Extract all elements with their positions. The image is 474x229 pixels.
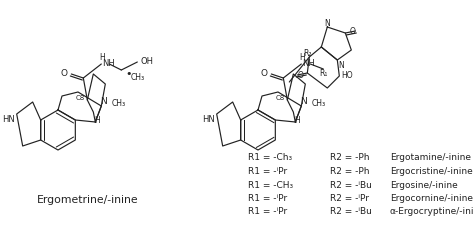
Text: R1 = -ⁱPr: R1 = -ⁱPr: [248, 194, 287, 203]
Text: O: O: [349, 27, 355, 35]
Text: HN: HN: [2, 115, 15, 125]
Text: Ergotamine/-inine: Ergotamine/-inine: [390, 153, 471, 163]
Text: R1 = -Ch₃: R1 = -Ch₃: [248, 153, 292, 163]
Text: R2 = -ⁱPr: R2 = -ⁱPr: [330, 194, 369, 203]
Text: R2 = -ⁱBu: R2 = -ⁱBu: [330, 207, 372, 216]
Text: O: O: [61, 69, 68, 79]
Text: C8: C8: [276, 95, 285, 101]
Text: H: H: [100, 52, 105, 62]
Text: Ergocornine/-inine: Ergocornine/-inine: [390, 194, 473, 203]
Text: R₂: R₂: [303, 49, 311, 57]
Text: Ergometrine/-inine: Ergometrine/-inine: [37, 195, 139, 205]
Text: C8: C8: [76, 95, 85, 101]
Text: NH: NH: [302, 60, 315, 68]
Text: Ergosine/-inine: Ergosine/-inine: [390, 180, 458, 190]
Text: N: N: [338, 60, 344, 69]
Text: CH₃: CH₃: [111, 99, 126, 109]
Text: •: •: [125, 69, 132, 79]
Text: CH₃: CH₃: [130, 73, 145, 82]
Text: NH: NH: [102, 60, 115, 68]
Text: H: H: [300, 52, 305, 62]
Text: HN: HN: [202, 115, 215, 125]
Text: Ergocristine/-inine: Ergocristine/-inine: [390, 167, 473, 176]
Text: R1 = -ⁱPr: R1 = -ⁱPr: [248, 167, 287, 176]
Text: N: N: [100, 98, 107, 106]
Text: R₁: R₁: [319, 68, 328, 77]
Text: H: H: [294, 116, 300, 125]
Text: R1 = -ⁱPr: R1 = -ⁱPr: [248, 207, 287, 216]
Text: R2 = -Ph: R2 = -Ph: [330, 153, 370, 163]
Text: O: O: [298, 71, 303, 79]
Text: N: N: [324, 19, 330, 28]
Text: R2 = -ⁱBu: R2 = -ⁱBu: [330, 180, 372, 190]
Text: R2 = -Ph: R2 = -Ph: [330, 167, 370, 176]
Text: CH₃: CH₃: [311, 99, 326, 109]
Text: H: H: [94, 116, 100, 125]
Text: α-Ergocryptine/-inine: α-Ergocryptine/-inine: [390, 207, 474, 216]
Text: R1 = -CH₃: R1 = -CH₃: [248, 180, 293, 190]
Text: O: O: [261, 69, 268, 79]
Text: OH: OH: [140, 57, 153, 66]
Text: N: N: [300, 98, 307, 106]
Text: HO: HO: [341, 71, 353, 81]
